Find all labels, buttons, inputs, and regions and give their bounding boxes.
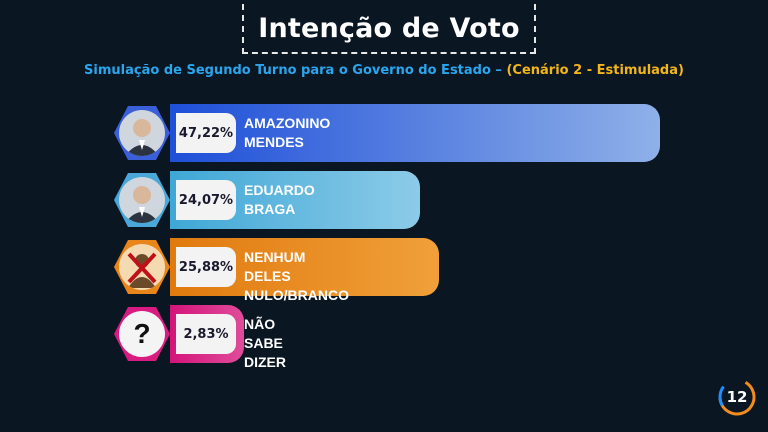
candidate-photo-icon [119, 110, 165, 156]
category-label-line2: BRAGA [244, 201, 296, 217]
category-label: NENHUM DELES NULO/BRANCO [244, 248, 349, 305]
logo-ring-icon [718, 378, 756, 416]
chart-subtitle: Simulação de Segundo Turno para o Govern… [0, 63, 768, 78]
bar-hex-badge [114, 240, 170, 294]
category-label-line1: EDUARDO [244, 182, 315, 198]
subtitle-main: Simulação de Segundo Turno para o Govern… [84, 63, 502, 78]
bar-hex-badge [114, 106, 170, 160]
logo-number: 12 [726, 388, 748, 406]
category-label-line1: NENHUM DELES [244, 249, 306, 284]
page-title: Intenção de Voto [258, 12, 520, 44]
data-label: 24,07% [176, 180, 236, 220]
bar-hex-badge [114, 173, 170, 227]
candidate-photo-icon [119, 177, 165, 223]
data-label: 47,22% [176, 113, 236, 153]
category-label-line2: DIZER [244, 354, 286, 370]
title-frame: Intenção de Voto [242, 4, 536, 54]
category-label: AMAZONINO MENDES [244, 114, 330, 152]
category-label: EDUARDO BRAGA [244, 181, 315, 219]
bar [170, 104, 660, 162]
channel-logo: 12 [716, 376, 758, 418]
category-label-line1: NÃO SABE [244, 316, 283, 351]
category-label-line2: NULO/BRANCO [244, 287, 349, 303]
bar-hex-badge: ? [114, 307, 170, 361]
question-mark-icon: ? [119, 311, 165, 357]
subtitle-scenario: (Cenário 2 - Estimulada) [506, 63, 684, 78]
category-label: NÃO SABE DIZER [244, 315, 286, 372]
data-label: 25,88% [176, 247, 236, 287]
category-label-line1: AMAZONINO [244, 115, 331, 131]
data-label: 2,83% [176, 314, 236, 354]
category-label-line2: MENDES [244, 134, 304, 150]
crossed-person-icon [119, 244, 165, 290]
